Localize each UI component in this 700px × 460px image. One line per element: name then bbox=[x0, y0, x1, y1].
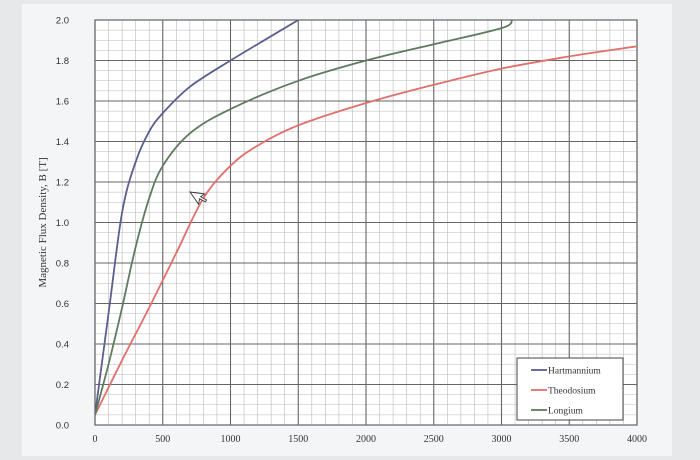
y-tick-label: 1.2 bbox=[56, 178, 69, 189]
x-tick-label: 0 bbox=[93, 434, 98, 445]
legend: Hartmannium Theodosium Longium bbox=[189, 191, 624, 421]
grid bbox=[22, 4, 672, 456]
y-tick-label: 1.4 bbox=[56, 137, 69, 148]
y-tick-label: 0.2 bbox=[56, 380, 69, 391]
mouse-cursor-icon bbox=[189, 191, 208, 206]
x-tick-label: 2500 bbox=[424, 434, 444, 445]
y-tick-label: 1.0 bbox=[56, 218, 69, 229]
y-tick-label: 0.6 bbox=[56, 299, 69, 310]
series-line-hartmannium bbox=[95, 20, 299, 416]
y-tick-label: 0.4 bbox=[56, 340, 69, 351]
y-axis-label: Magnetic Flux Density, B [T] bbox=[37, 157, 49, 287]
legend-label-theodosium: Theodosium bbox=[548, 387, 596, 397]
x-tick-label: 2000 bbox=[356, 434, 376, 445]
series-line-theodosium bbox=[95, 45, 637, 416]
legend-label-longium: Longium bbox=[548, 407, 583, 417]
x-tick-label: 1000 bbox=[221, 434, 241, 445]
x-tick-label: 1500 bbox=[288, 434, 308, 445]
y-tick-label: 0.0 bbox=[56, 421, 69, 432]
axis-labels: 0.0 0.2 0.4 0.6 0.8 1.0 1.2 1.4 1.6 1.8 2.0 0 500 100… bbox=[37, 16, 647, 446]
x-tick-label: 4000 bbox=[627, 434, 647, 445]
y-tick-label: 1.8 bbox=[56, 56, 69, 67]
y-tick-label: 0.8 bbox=[56, 259, 69, 270]
series-lines bbox=[95, 20, 637, 416]
series-line-longium bbox=[95, 20, 514, 416]
legend-label-hartmannium: Hartmannium bbox=[548, 367, 601, 377]
y-tick-label: 1.6 bbox=[56, 97, 69, 108]
x-tick-label: 3500 bbox=[559, 434, 579, 445]
x-tick-label: 3000 bbox=[492, 434, 512, 445]
x-tick-label: 500 bbox=[155, 434, 170, 445]
y-tick-label: 2.0 bbox=[56, 16, 69, 27]
